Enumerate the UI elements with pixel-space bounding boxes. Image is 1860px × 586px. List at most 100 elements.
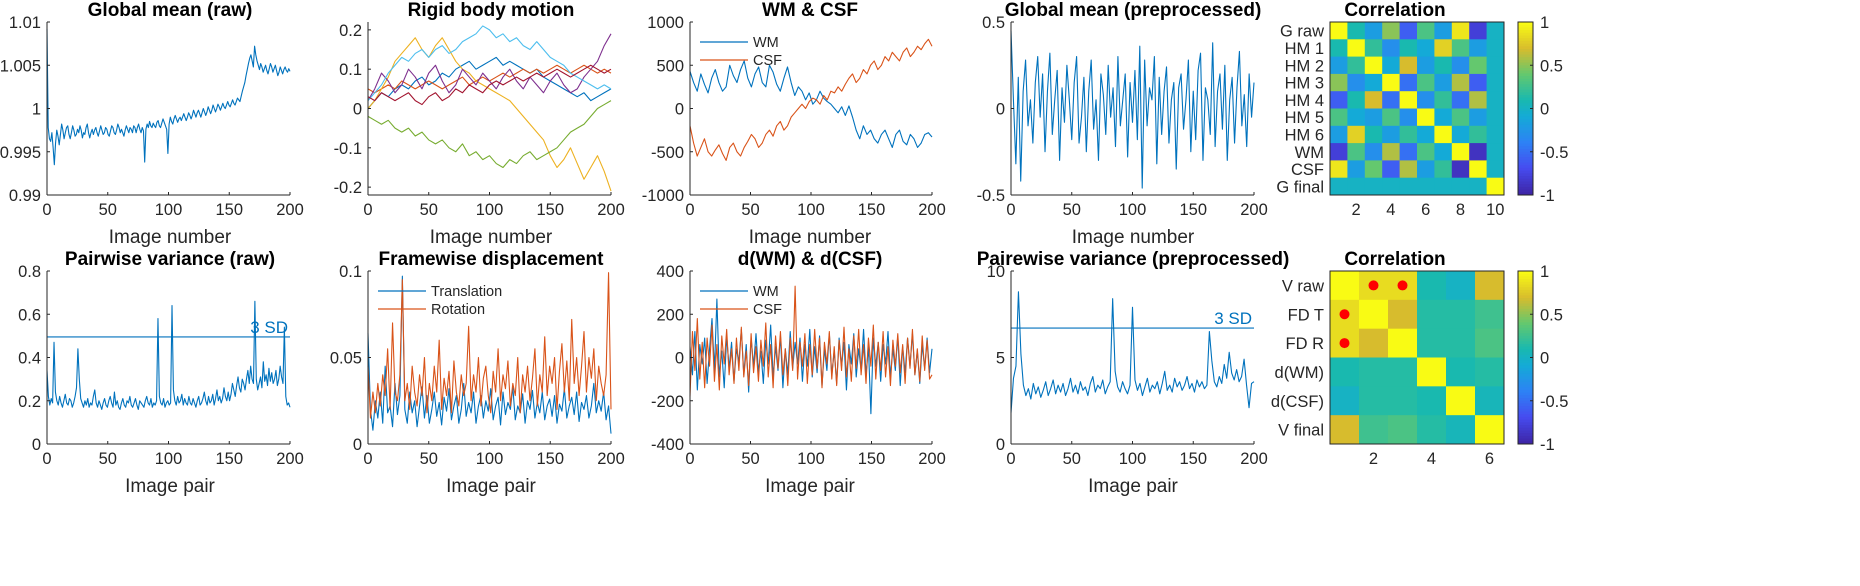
heatmap-cell: [1382, 160, 1400, 179]
colorbar-band: [1518, 365, 1533, 369]
colorbar-band: [1518, 170, 1533, 174]
x-tick-label: 50: [420, 450, 438, 468]
axes: 0 50 100 150 200 -1000 -500 0 500 1000 WM CSF: [642, 14, 946, 219]
heatmap-cell: [1469, 22, 1487, 40]
heatmap-cell: [1382, 39, 1400, 57]
colorbar-band: [1518, 330, 1533, 334]
heatmap-cell: [1469, 91, 1487, 109]
y-tick-label: 0.2: [339, 22, 362, 40]
colorbar-band: [1518, 338, 1533, 342]
row-label: V raw: [1282, 277, 1324, 295]
heatmap-cell: [1399, 160, 1418, 179]
x-tick-label: 150: [536, 201, 564, 219]
colorbar-band: [1518, 298, 1533, 302]
series-group: [367, 25, 612, 192]
colorbar-band: [1518, 292, 1533, 296]
heatmap-cell: [1451, 22, 1470, 40]
heatmap-cell: [1388, 415, 1418, 445]
heatmap-cell: [1359, 357, 1389, 387]
colorbar-tick-label: -1: [1540, 187, 1555, 205]
heatmap-cell: [1417, 386, 1447, 416]
heatmap-cell: [1469, 177, 1487, 196]
row-label: d(CSF): [1271, 393, 1324, 411]
panel-title: WM & CSF: [762, 0, 858, 21]
colorbar-band: [1518, 354, 1533, 358]
colorbar-band: [1518, 395, 1533, 399]
colorbar-band: [1518, 289, 1533, 294]
colorbar-band: [1518, 24, 1533, 28]
heatmap-cell: [1364, 56, 1383, 75]
colorbar-band: [1518, 154, 1533, 158]
heatmap-cell: [1330, 108, 1348, 127]
row-label: HM 4: [1285, 92, 1324, 110]
heatmap-cell: [1475, 415, 1505, 445]
x-axis-label: Image number: [1072, 227, 1195, 248]
heatmap-cell: [1347, 177, 1366, 196]
heatmap-cell: [1364, 160, 1383, 179]
colorbar-tick-label: 1: [1540, 263, 1549, 281]
colorbar-band: [1518, 279, 1533, 283]
heatmap-cell: [1446, 271, 1476, 301]
y-tick-label: 1.005: [0, 57, 41, 75]
x-tick-label: 200: [918, 450, 946, 468]
heatmap-cell: [1330, 143, 1348, 161]
y-tick-label: 0.05: [330, 350, 362, 368]
panel-title: Correlation: [1344, 0, 1445, 21]
colorbar-band: [1518, 373, 1533, 377]
heatmap-cell: [1434, 177, 1453, 196]
heatmap-cell: [1388, 357, 1418, 387]
colorbar-band: [1518, 32, 1533, 37]
colorbar-band: [1518, 92, 1533, 96]
heatmap-cell: [1475, 299, 1505, 330]
heatmap-cell: [1451, 143, 1470, 161]
series-group: [1010, 291, 1255, 413]
colorbar-band: [1518, 333, 1533, 337]
heatmap-cell: [1388, 299, 1418, 330]
heatmap-cell: [1364, 91, 1383, 109]
colorbar-tick-label: 0.5: [1540, 306, 1563, 324]
colorbar-band: [1518, 116, 1533, 120]
colorbar-band: [1518, 65, 1533, 69]
colorbar-band: [1518, 51, 1533, 55]
heatmap-cells: [1330, 22, 1505, 196]
colorbar-band: [1518, 97, 1533, 101]
heatmap-cell: [1434, 73, 1453, 92]
colorbar-band: [1518, 149, 1533, 153]
x-tick-label: 100: [1119, 450, 1147, 468]
x-tick-label: 2: [1369, 450, 1378, 468]
colorbar-band: [1518, 140, 1533, 145]
x-tick-label: 4: [1427, 450, 1436, 468]
y-tick-label: -200: [651, 393, 684, 411]
heatmap-cell: [1364, 22, 1383, 40]
y-tick-label: 0: [996, 101, 1005, 119]
colorbar-band: [1518, 30, 1533, 34]
heatmap-cell: [1359, 299, 1389, 330]
series-line-1: [46, 28, 291, 166]
heatmap-cell: [1417, 39, 1435, 57]
panel-title: Rigid body motion: [408, 0, 575, 21]
heatmap-cell: [1434, 108, 1453, 127]
x-tick-label: 200: [597, 450, 625, 468]
colorbar-band: [1518, 414, 1533, 418]
colorbar-band: [1518, 387, 1533, 391]
x-tick-label: 50: [99, 450, 117, 468]
x-tick-label: 0: [685, 450, 694, 468]
threshold-label: 3 SD: [250, 318, 288, 337]
colorbar-band: [1518, 67, 1533, 72]
heatmap-cell: [1330, 357, 1360, 387]
heatmap-cell: [1347, 56, 1366, 75]
colorbar-band: [1518, 389, 1533, 394]
y-tick-label: 0: [32, 436, 41, 454]
y-tick-label: -0.1: [334, 140, 362, 158]
colorbar-band: [1518, 308, 1533, 313]
heatmap-cell: [1469, 39, 1487, 57]
row-label: HM 5: [1285, 109, 1324, 127]
row-label: CSF: [1291, 161, 1324, 179]
legend-label: CSF: [753, 302, 782, 318]
heatmap-frame: [1329, 270, 1505, 445]
colorbar-tick-label: 0.5: [1540, 57, 1563, 75]
colorbar-band: [1518, 151, 1533, 155]
colorbar-band: [1518, 392, 1533, 396]
y-tick-label: 0: [353, 436, 362, 454]
colorbar-band: [1518, 119, 1533, 123]
